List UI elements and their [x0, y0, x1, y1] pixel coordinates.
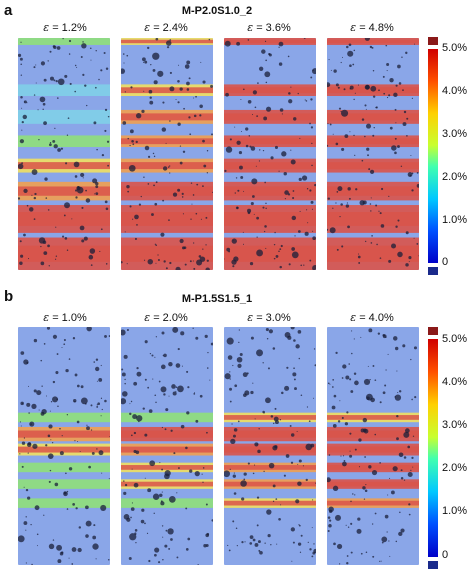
colorbar-b-tick-2: 2.0% — [442, 462, 468, 474]
strain-label-a1: ε = 1.2% — [43, 21, 87, 34]
colorbar-b-tick-3: 3.0% — [442, 419, 468, 431]
strain-map-b1 — [18, 327, 110, 565]
strain-label-b4: ε = 4.0% — [350, 311, 394, 324]
colorbar-a-tick-2: 2.0% — [442, 171, 468, 183]
colorbar-b — [428, 327, 438, 569]
strain-map-a3 — [224, 38, 316, 270]
panel-title-a: M-P2.0S1.0_2 — [181, 5, 253, 17]
strain-map-b2 — [121, 327, 213, 565]
colorbar-a — [428, 37, 438, 275]
strain-map-a4 — [327, 38, 419, 270]
strain-label-b1: ε = 1.0% — [43, 311, 87, 324]
strain-label-a2: ε = 2.4% — [144, 21, 188, 34]
strain-map-a2 — [121, 38, 213, 270]
strain-map-b3 — [224, 327, 316, 565]
colorbar-a-tick-0: 0 — [442, 256, 449, 268]
colorbar-b-tick-4: 4.0% — [442, 376, 468, 388]
strain-label-a4: ε = 4.8% — [350, 21, 394, 34]
colorbar-a-tick-4: 4.0% — [442, 85, 468, 97]
strain-label-a3: ε = 3.6% — [247, 21, 291, 34]
strain-map-a1 — [18, 38, 110, 270]
colorbar-a-tick-1: 1.0% — [442, 214, 468, 226]
panel-letter-b: b — [4, 288, 14, 305]
strain-label-b3: ε = 3.0% — [247, 311, 291, 324]
panel-letter-a: a — [4, 2, 13, 19]
panel-title-b: M-P1.5S1.5_1 — [181, 293, 253, 305]
colorbar-a-tick-3: 3.0% — [442, 128, 468, 140]
colorbar-a-tick-5: 5.0% — [442, 42, 468, 54]
colorbar-b-tick-1: 1.0% — [442, 505, 468, 517]
strain-map-b4 — [327, 327, 419, 565]
colorbar-b-tick-5: 5.0% — [442, 333, 468, 345]
strain-label-b2: ε = 2.0% — [144, 311, 188, 324]
colorbar-b-tick-0: 0 — [442, 549, 449, 561]
